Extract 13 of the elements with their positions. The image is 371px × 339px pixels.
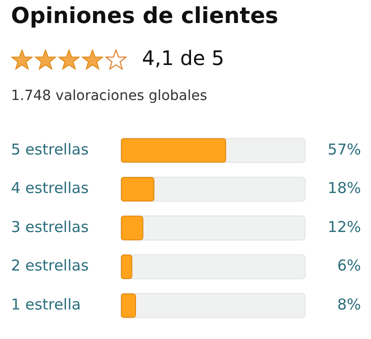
data-label: 6% [337, 256, 361, 275]
y-tick-label: 1 estrella [11, 295, 81, 314]
data-label: 8% [337, 295, 361, 314]
data-label: 12% [328, 218, 361, 236]
y-tick-label: 5 estrellas [11, 140, 89, 158]
data-label: 57% [328, 140, 361, 158]
data-label: 18% [328, 179, 361, 198]
y-tick-label: 4 estrellas [11, 179, 89, 198]
y-tick-label: 3 estrellas [11, 218, 89, 236]
chart-subtitle: 4,1 de 5 [142, 46, 224, 70]
text: 1.748 valoraciones globales [11, 88, 208, 104]
y-tick-label: 2 estrellas [11, 256, 89, 275]
chart-title: Opiniones de clientes [11, 4, 278, 29]
